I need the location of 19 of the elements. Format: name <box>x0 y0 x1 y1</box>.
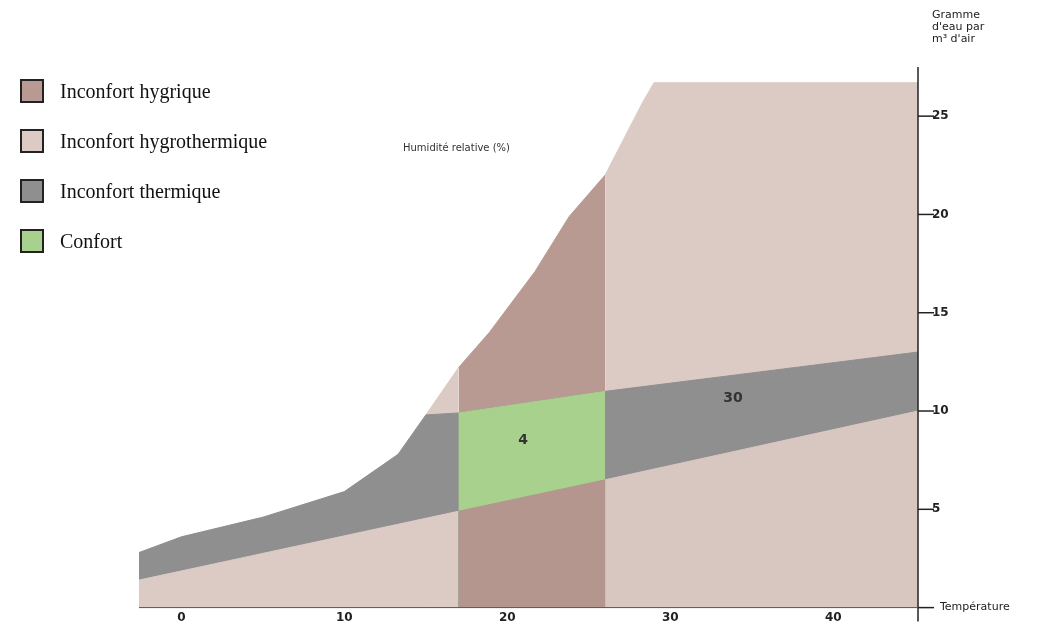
annotation: 4 <box>518 430 529 447</box>
x-tick-label: 30 <box>661 609 679 624</box>
y-tick-label: 10 <box>932 403 949 418</box>
x-tick-label: 10 <box>335 609 353 624</box>
legend-label: Inconfort hygrique <box>60 79 211 103</box>
x-tick-label: 0 <box>177 609 186 624</box>
annotation: Humidité relative (%) <box>403 141 511 153</box>
y-axis-title: Gramme d'eau par m³ d'air <box>932 8 985 46</box>
x-tick-label: 20 <box>498 609 516 624</box>
x-tick-label: 40 <box>824 609 842 624</box>
y-tick-label: 5 <box>932 501 941 516</box>
x-axis-title: Température <box>939 600 1010 614</box>
legend-label: Confort <box>60 229 123 253</box>
y-tick-label: 15 <box>932 304 949 319</box>
y-tick-label: 20 <box>932 206 949 221</box>
y-tick-label: 25 <box>932 108 949 123</box>
legend-label: Inconfort hygrothermique <box>60 129 268 153</box>
legend-label: Inconfort thermique <box>60 179 221 203</box>
annotation: 30 <box>723 388 743 405</box>
